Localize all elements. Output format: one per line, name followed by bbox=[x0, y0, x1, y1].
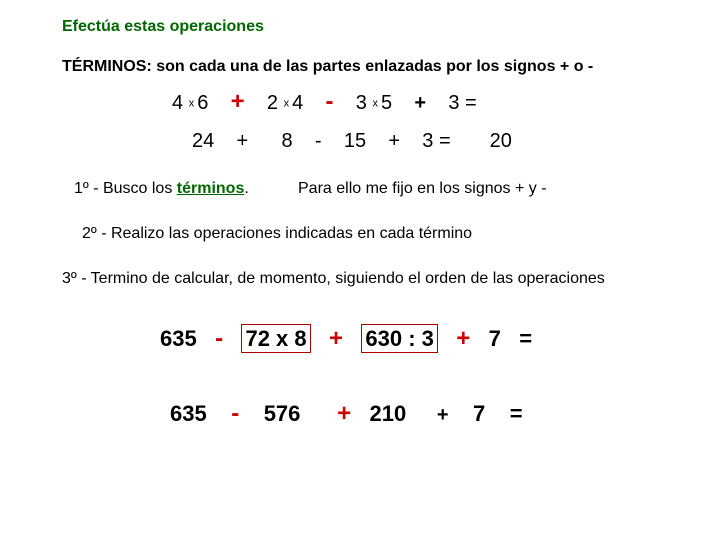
val-210: 210 bbox=[370, 401, 407, 426]
sp bbox=[406, 130, 417, 152]
sp bbox=[250, 92, 261, 114]
mult-x-1: x bbox=[189, 98, 198, 110]
term-4: 3 bbox=[448, 92, 459, 114]
sp bbox=[507, 326, 513, 351]
plus-op-3: + bbox=[237, 130, 249, 152]
step-1-prefix: 1º - Busco los bbox=[74, 180, 177, 197]
step-3: 3º - Termino de calcular, de momento, si… bbox=[62, 270, 605, 288]
sp bbox=[456, 130, 484, 152]
sp bbox=[214, 92, 225, 114]
plus-op-6: + bbox=[456, 325, 470, 352]
sp bbox=[213, 401, 225, 426]
sp bbox=[398, 92, 409, 114]
equals-3: = bbox=[519, 326, 532, 351]
term-3b: 5 bbox=[381, 92, 392, 114]
minus-op-2: - bbox=[315, 130, 322, 152]
sp bbox=[339, 92, 350, 114]
sp bbox=[307, 401, 331, 426]
val-24: 24 bbox=[192, 130, 214, 152]
equation-3: 635 - 72 x 8 + 630 : 3 + 7 = bbox=[160, 325, 532, 353]
val-635: 635 bbox=[160, 326, 197, 351]
page-title: Efectúa estas operaciones bbox=[62, 18, 264, 36]
plus-op-5: + bbox=[329, 325, 343, 352]
sp bbox=[491, 401, 503, 426]
sp bbox=[349, 326, 355, 351]
plus-op-2: + bbox=[414, 92, 426, 114]
equation-2: 24 + 8 - 15 + 3 = 20 bbox=[192, 130, 512, 153]
term-3a: 3 bbox=[356, 92, 367, 114]
sp bbox=[412, 401, 430, 426]
mult-x-3: x bbox=[372, 98, 381, 110]
sp bbox=[254, 130, 276, 152]
term-1a: 4 bbox=[172, 92, 183, 114]
sp bbox=[220, 130, 231, 152]
sp bbox=[444, 326, 450, 351]
step-1: 1º - Busco los términos. bbox=[74, 180, 249, 198]
equals-4: = bbox=[510, 401, 523, 426]
term-2a: 2 bbox=[267, 92, 278, 114]
term-box-1: 72 x 8 bbox=[241, 324, 310, 353]
val-7: 7 bbox=[489, 326, 501, 351]
terms-definition: TÉRMINOS: son cada una de las partes enl… bbox=[62, 58, 593, 76]
minus-op-3: - bbox=[215, 325, 223, 352]
sp bbox=[327, 130, 338, 152]
sp bbox=[372, 130, 383, 152]
equation-1: 4 x 6 + 2 x 4 - 3 x 5 + 3 = bbox=[172, 88, 477, 116]
equation-4: 635 - 576 + 210 + 7 = bbox=[170, 400, 523, 428]
sp bbox=[298, 130, 309, 152]
sp bbox=[203, 326, 209, 351]
sp bbox=[317, 326, 323, 351]
term-2b: 4 bbox=[292, 92, 303, 114]
plus-op-1: + bbox=[231, 88, 245, 115]
sp bbox=[309, 92, 320, 114]
plus-op-7: + bbox=[337, 400, 351, 427]
minus-op-4: - bbox=[231, 400, 239, 427]
mult-x-2: x bbox=[284, 98, 293, 110]
val-7b: 7 bbox=[473, 401, 485, 426]
step-1-dot: . bbox=[244, 180, 248, 197]
sp bbox=[245, 401, 257, 426]
sp bbox=[229, 326, 235, 351]
val-635b: 635 bbox=[170, 401, 207, 426]
sp bbox=[432, 92, 443, 114]
step-1-explain: Para ello me fijo en los signos + y - bbox=[298, 180, 547, 198]
minus-op-1: - bbox=[326, 88, 334, 115]
val-8: 8 bbox=[282, 130, 293, 152]
val-15: 15 bbox=[344, 130, 366, 152]
step-2: 2º - Realizo las operaciones indicadas e… bbox=[82, 225, 472, 243]
equals-2: = bbox=[439, 130, 451, 152]
terminos-word: términos bbox=[177, 180, 245, 197]
val-3: 3 bbox=[422, 130, 433, 152]
equals-1: = bbox=[465, 92, 477, 114]
result-20: 20 bbox=[490, 130, 512, 152]
sp bbox=[476, 326, 482, 351]
sp bbox=[357, 401, 363, 426]
term-1b: 6 bbox=[197, 92, 208, 114]
plus-op-8: + bbox=[437, 404, 449, 426]
term-box-2: 630 : 3 bbox=[361, 324, 438, 353]
plus-op-4: + bbox=[388, 130, 400, 152]
sp bbox=[455, 401, 467, 426]
val-576: 576 bbox=[264, 401, 301, 426]
